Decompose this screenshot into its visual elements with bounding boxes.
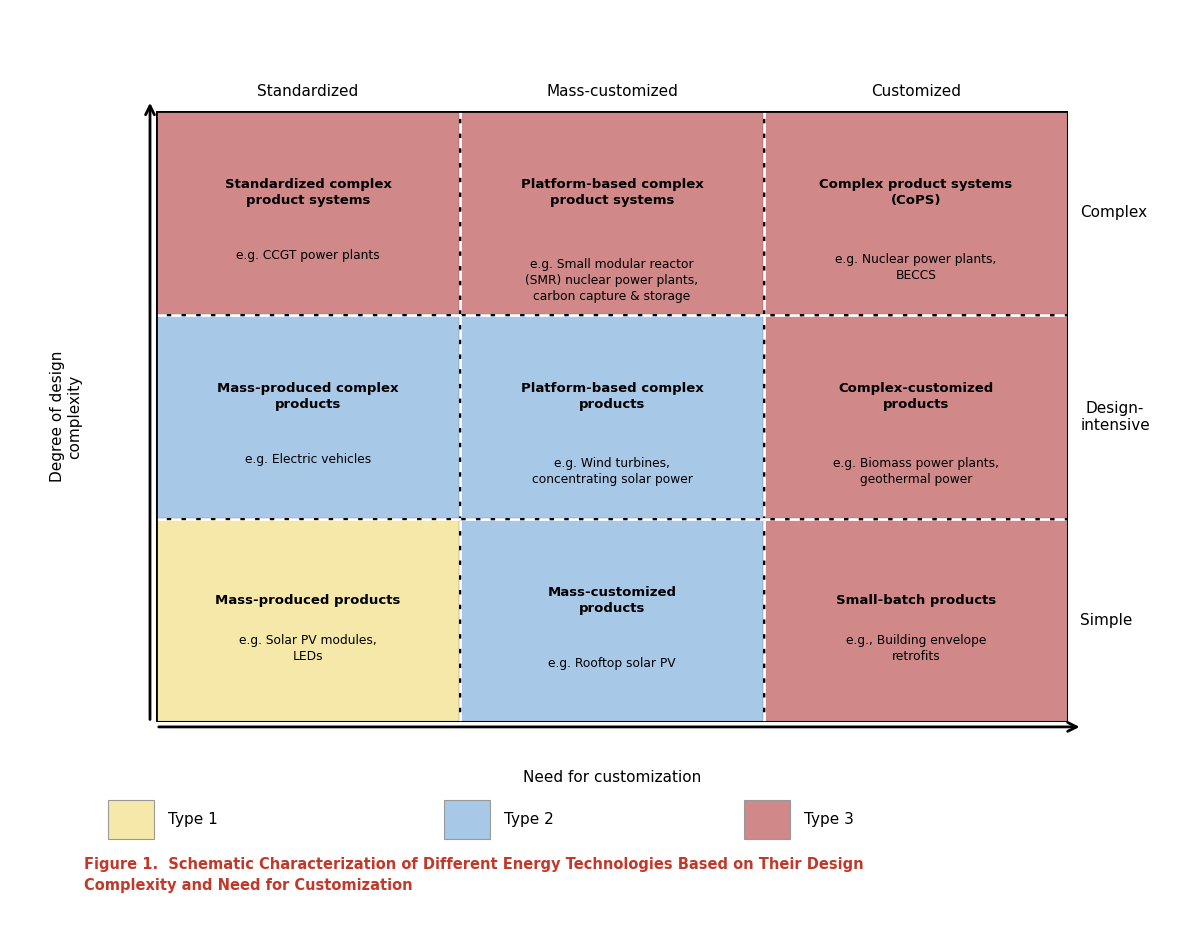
Bar — [764, 519, 1068, 722]
Text: Figure 1.  Schematic Characterization of Different Energy Technologies Based on : Figure 1. Schematic Characterization of … — [84, 857, 864, 893]
Text: Type 2: Type 2 — [504, 812, 553, 827]
Text: Type 1: Type 1 — [168, 812, 217, 827]
Text: Need for customization: Need for customization — [523, 770, 701, 785]
Text: Small-batch products: Small-batch products — [836, 594, 996, 607]
Text: e.g. Nuclear power plants,
BECCS: e.g. Nuclear power plants, BECCS — [835, 254, 997, 282]
Text: e.g. Rooftop solar PV: e.g. Rooftop solar PV — [548, 657, 676, 669]
Bar — [156, 111, 460, 315]
Bar — [764, 315, 1068, 519]
Bar — [744, 800, 790, 839]
Text: Mass-customized
products: Mass-customized products — [547, 585, 677, 615]
Text: Customized: Customized — [871, 84, 961, 99]
Text: Complex: Complex — [1080, 206, 1147, 220]
Text: Type 3: Type 3 — [804, 812, 854, 827]
Text: Mass-produced products: Mass-produced products — [215, 594, 401, 607]
Text: Design-
intensive: Design- intensive — [1080, 401, 1150, 432]
Bar — [156, 315, 460, 519]
Bar — [460, 111, 764, 315]
Text: e.g. Wind turbines,
concentrating solar power: e.g. Wind turbines, concentrating solar … — [532, 457, 692, 486]
Text: Mass-customized: Mass-customized — [546, 84, 678, 99]
Text: e.g. Small modular reactor
(SMR) nuclear power plants,
carbon capture & storage: e.g. Small modular reactor (SMR) nuclear… — [526, 257, 698, 303]
Text: Simple: Simple — [1080, 613, 1133, 628]
Bar — [444, 800, 490, 839]
Text: Complex product systems
(CoPS): Complex product systems (CoPS) — [820, 178, 1013, 207]
Bar — [460, 519, 764, 722]
Text: Standardized: Standardized — [257, 84, 359, 99]
Text: e.g., Building envelope
retrofits: e.g., Building envelope retrofits — [846, 634, 986, 663]
Text: e.g. Biomass power plants,
geothermal power: e.g. Biomass power plants, geothermal po… — [833, 457, 998, 486]
Text: Degree of design
complexity: Degree of design complexity — [50, 351, 83, 482]
Text: e.g. Solar PV modules,
LEDs: e.g. Solar PV modules, LEDs — [239, 634, 377, 663]
Text: e.g. Electric vehicles: e.g. Electric vehicles — [245, 453, 371, 466]
Text: Platform-based complex
products: Platform-based complex products — [521, 382, 703, 411]
Text: Standardized complex
product systems: Standardized complex product systems — [224, 178, 391, 207]
Text: Complex-customized
products: Complex-customized products — [839, 382, 994, 411]
Text: e.g. CCGT power plants: e.g. CCGT power plants — [236, 249, 380, 262]
Bar — [156, 519, 460, 722]
Bar — [764, 111, 1068, 315]
Text: Mass-produced complex
products: Mass-produced complex products — [217, 382, 398, 411]
Bar — [108, 800, 154, 839]
Text: Platform-based complex
product systems: Platform-based complex product systems — [521, 178, 703, 207]
Bar — [460, 315, 764, 519]
